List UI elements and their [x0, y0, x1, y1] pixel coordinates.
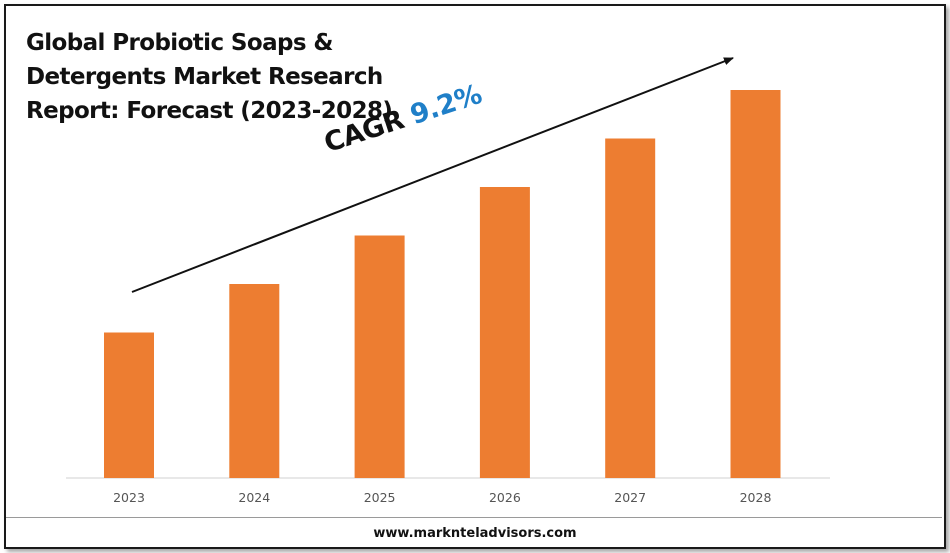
chart-title: Global Probiotic Soaps & Detergents Mark… [26, 30, 393, 124]
trend-arrow [131, 57, 734, 293]
footer-divider [6, 517, 942, 518]
bar-2025 [354, 235, 405, 478]
bar-2026 [479, 187, 530, 478]
bar-2028 [730, 90, 781, 478]
x-tick-2023: 2023 [113, 490, 145, 505]
x-tick-labels: 2023 2024 2025 2026 2027 2028 [113, 490, 771, 505]
x-tick-2028: 2028 [740, 490, 772, 505]
bar-2024 [229, 284, 280, 478]
bar-2027 [605, 138, 656, 478]
bar-2023 [104, 332, 154, 478]
x-tick-2026: 2026 [489, 490, 521, 505]
x-tick-2027: 2027 [614, 490, 646, 505]
x-tick-2025: 2025 [364, 490, 396, 505]
x-tick-2024: 2024 [238, 490, 270, 505]
chart-frame [4, 4, 946, 549]
footer-url: www.marknteladvisors.com [373, 526, 577, 541]
bar-group [104, 90, 781, 478]
